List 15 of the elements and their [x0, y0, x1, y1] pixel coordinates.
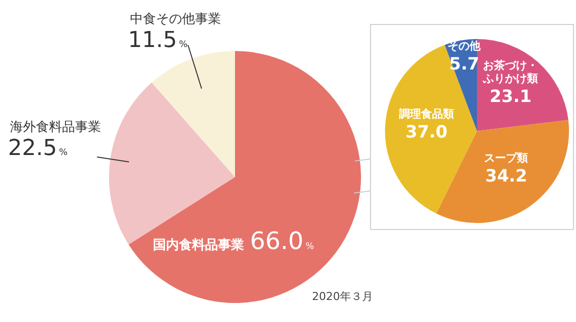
data-label: 66.0%	[250, 227, 314, 255]
slice-label: お茶づけ・ふりかけ類	[482, 59, 538, 86]
data-label: 23.1	[490, 87, 532, 108]
slice-label: 調理食品類	[398, 107, 454, 120]
data-label: 11.5%	[128, 28, 188, 53]
data-label: 37.0	[405, 122, 448, 142]
pie-slice	[152, 51, 235, 177]
data-label: 22.5%	[8, 136, 68, 161]
slice-label: スープ類	[484, 151, 528, 164]
slice-label: 海外食料品事業	[10, 120, 101, 135]
slice-label: 中食その他事業	[130, 12, 221, 27]
slice-label: 国内食料品事業	[153, 238, 244, 253]
data-label: 34.2	[485, 166, 528, 186]
pie-slice	[128, 51, 361, 303]
text: 2020年３月	[312, 289, 373, 304]
